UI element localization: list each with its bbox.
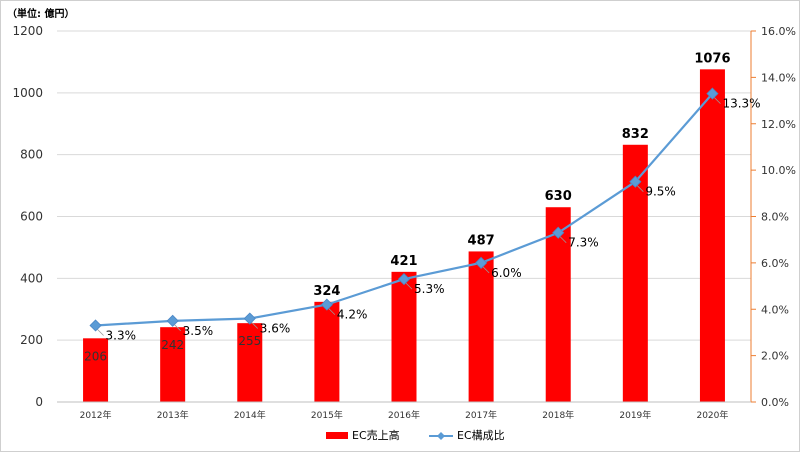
bar-value-label: 324 (313, 284, 340, 299)
line-marker (552, 226, 565, 239)
pct-value-label: 9.5% (645, 185, 676, 199)
left-axis: 0 200 400 600 800 1000 1200 (12, 24, 43, 409)
pct-leader-line (714, 97, 721, 104)
pct-value-label: 3.3% (106, 328, 137, 342)
bar-2014年 (237, 323, 263, 402)
bar-value-label: 206 (84, 349, 107, 363)
right-tick-label: 12.0% (761, 118, 796, 131)
pct-leader-line (251, 322, 259, 329)
pct-value-label: 3.5% (183, 324, 214, 338)
left-tick-label: 600 (20, 210, 43, 224)
legend-swatch-marker (437, 432, 445, 440)
x-tick-label: 2012年 (80, 409, 112, 421)
right-tick-label: 10.0% (761, 164, 796, 177)
bars (83, 69, 725, 403)
bar-value-label: 832 (622, 127, 649, 142)
line-marker (243, 312, 256, 325)
pct-leader-line (174, 324, 181, 332)
left-tick-label: 1200 (12, 24, 43, 38)
right-tick-label: 14.0% (761, 71, 796, 84)
pct-value-label: 13.3% (722, 97, 760, 111)
line-marker (475, 256, 488, 269)
legend: EC売上高 EC構成比 (326, 428, 505, 442)
right-tick-label: 2.0% (761, 350, 789, 363)
pct-leader-line (97, 329, 104, 336)
right-tick-label: 0.0% (761, 396, 789, 409)
bar-value-label: 421 (390, 254, 417, 269)
x-tick-label: 2019年 (619, 409, 651, 421)
legend-label-line: EC構成比 (457, 429, 505, 442)
line-marker (89, 319, 102, 332)
legend-swatch-bar (326, 432, 348, 439)
left-tick-label: 200 (20, 333, 43, 347)
left-tick-label: 0 (35, 395, 43, 409)
line-marker (706, 87, 719, 100)
legend-label-bar: EC売上高 (352, 428, 400, 442)
right-axis: 0.0% 2.0% 4.0% 6.0% 8.0% 10.0% 12.0% 14.0% 16.0% (750, 25, 796, 409)
line-marker (397, 273, 411, 286)
x-tick-label: 2015年 (311, 409, 343, 421)
pct-value-label: 4.2% (337, 308, 368, 322)
pct-leader-line (405, 282, 413, 290)
x-axis: 2012年 2013年 2014年 2015年 2016年 2017年 2018年 2019年… (57, 401, 751, 421)
left-tick-label: 400 (20, 271, 43, 285)
pct-value-label: 7.3% (568, 236, 599, 250)
pct-leader-line (559, 236, 567, 244)
bar-2015年 (314, 301, 340, 402)
x-tick-label: 2018年 (542, 409, 574, 421)
right-tick-label: 6.0% (761, 257, 789, 270)
x-tick-label: 2016年 (388, 409, 420, 421)
data-labels: 206 242 255 324 421 487 630 832 1076 3.3% 3.5% 3.6%… (84, 51, 760, 363)
pct-leader-line (328, 308, 336, 315)
line-marker (320, 298, 333, 311)
pct-leader-line (482, 266, 490, 274)
x-tick-label: 2014年 (234, 409, 266, 421)
bar-2017年 (468, 251, 494, 402)
bar-2020年 (699, 69, 725, 402)
bar-2018年 (545, 207, 571, 402)
pct-value-label: 3.6% (260, 322, 291, 336)
bar-value-label: 242 (161, 338, 184, 352)
pct-leader-line (637, 185, 644, 193)
x-tick-label: 2013年 (157, 409, 189, 421)
bar-2012年 (83, 338, 109, 402)
line-series (89, 87, 719, 332)
left-tick-label: 1000 (12, 86, 43, 100)
x-tick-label: 2020年 (696, 409, 728, 421)
bar-2016年 (391, 271, 417, 402)
bar-value-label: 255 (238, 334, 261, 348)
line-marker (166, 314, 179, 327)
line-marker (629, 175, 642, 188)
left-tick-label: 800 (20, 148, 43, 162)
bar-value-label: 630 (545, 189, 572, 204)
pct-value-label: 6.0% (491, 266, 521, 280)
bar-2013年 (160, 327, 186, 402)
pct-value-label: 5.3% (414, 282, 445, 296)
x-tick-label: 2017年 (465, 409, 497, 421)
right-tick-label: 4.0% (761, 303, 789, 316)
bar-value-label: 487 (468, 233, 495, 248)
unit-label: （単位: 億円） (7, 9, 75, 20)
bar-value-label: 1076 (694, 51, 730, 66)
right-tick-label: 16.0% (761, 25, 796, 38)
right-tick-label: 8.0% (761, 211, 789, 224)
